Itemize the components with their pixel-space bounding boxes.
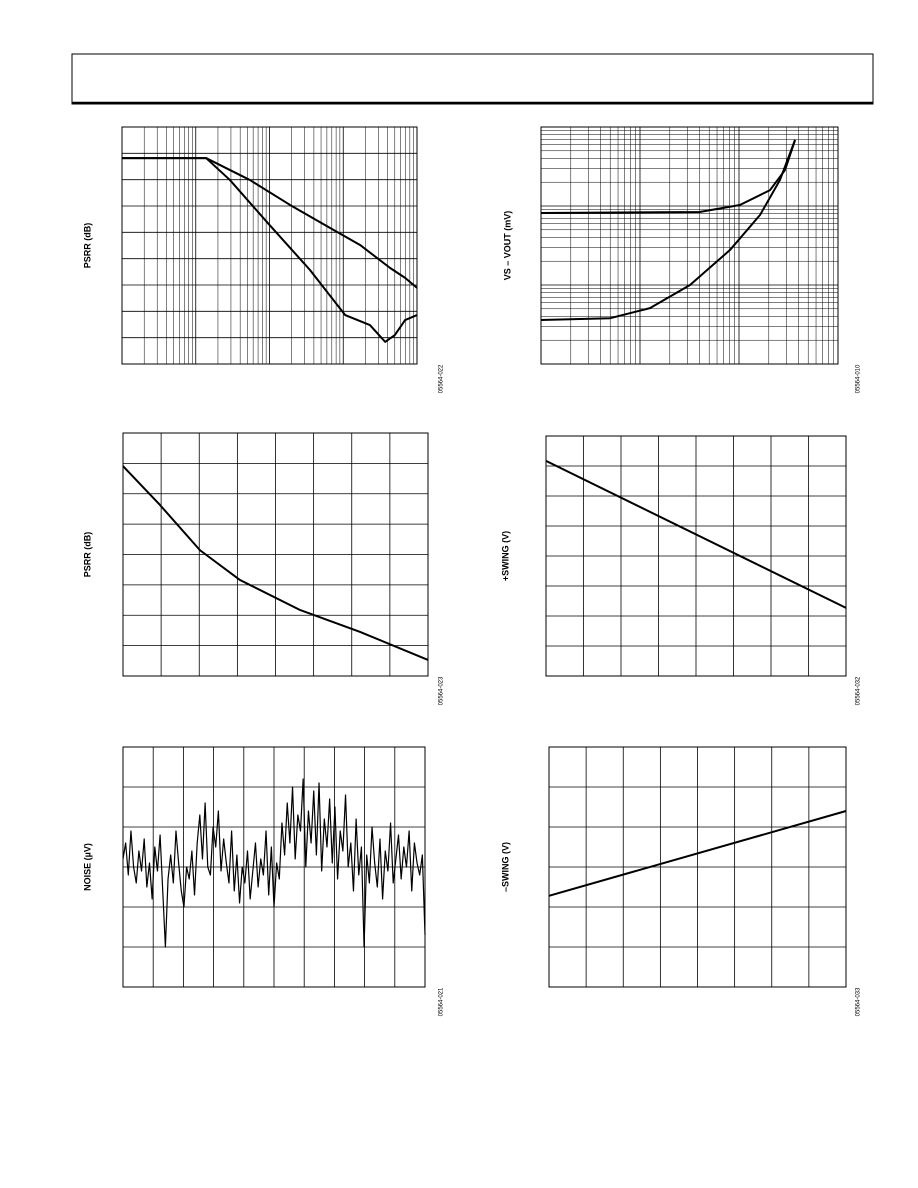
plot-frame [548, 746, 847, 988]
y-axis-label: PSRR (dB) [82, 223, 92, 269]
figure-code: 05564-033 [856, 987, 862, 1016]
data-line [122, 157, 418, 343]
data-line [540, 139, 796, 322]
y-axis-label: VS – VOUT (mV) [502, 211, 512, 281]
figure-code: 05564-032 [856, 676, 862, 705]
data-line [540, 139, 796, 215]
data-line [548, 810, 847, 897]
y-axis-label: +SWING (V) [500, 531, 510, 581]
figure-code: 05564-023 [439, 676, 445, 705]
data-line [122, 465, 429, 661]
plot-frame [122, 746, 426, 988]
plot-frame [545, 435, 847, 677]
plot-frame [121, 126, 418, 365]
y-axis-label: –SWING (V) [500, 842, 510, 892]
data-line [122, 157, 418, 289]
y-axis-label: PSRR (dB) [82, 532, 92, 578]
figure-code: 05564-021 [439, 987, 445, 1016]
plot-frame [122, 432, 429, 677]
figure-code: 05564-010 [856, 364, 862, 393]
y-axis-label: NOISE (µV) [82, 843, 92, 891]
header-box [71, 53, 874, 105]
data-line [545, 460, 847, 609]
figure-code: 05564-022 [439, 364, 445, 393]
plot-frame [540, 126, 839, 365]
data-line [122, 778, 426, 948]
